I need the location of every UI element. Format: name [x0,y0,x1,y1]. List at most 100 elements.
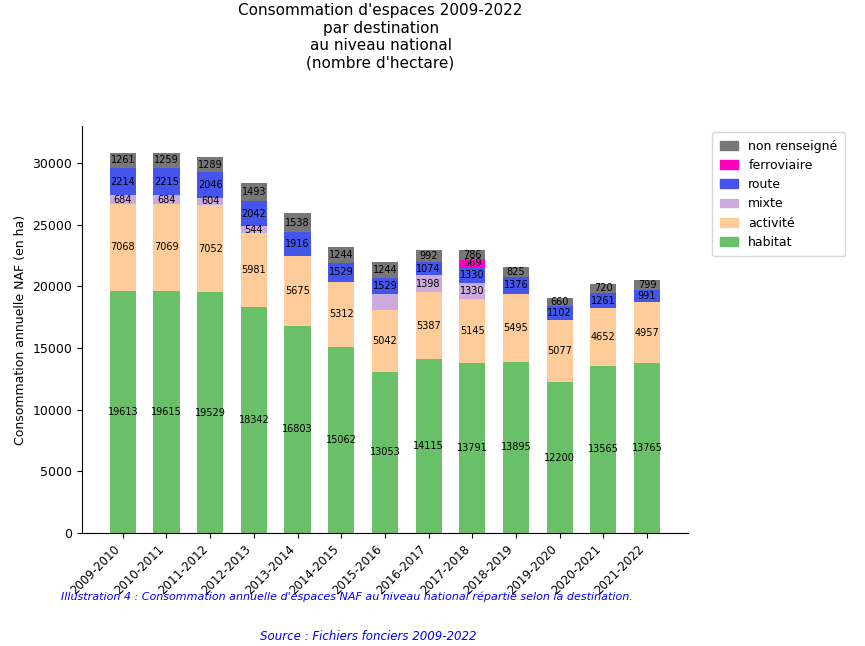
Bar [285,256,311,326]
Text: 13791: 13791 [457,443,488,453]
Text: 1261: 1261 [111,156,135,165]
Text: 1289: 1289 [198,160,222,169]
Text: 720: 720 [594,284,612,293]
Text: 7052: 7052 [198,244,222,254]
Text: 7069: 7069 [154,242,179,253]
Bar [634,280,660,290]
Bar [547,382,573,533]
Bar [459,283,485,299]
Bar [590,366,617,533]
Bar [459,250,485,260]
Bar [328,263,355,282]
Bar [240,307,267,533]
Text: 786: 786 [463,250,482,260]
Bar [415,359,442,533]
Text: 5675: 5675 [285,286,310,296]
Text: 4957: 4957 [635,328,659,338]
Text: 1538: 1538 [285,218,310,227]
Text: 1330: 1330 [460,286,484,297]
Bar [328,282,355,347]
Text: 14115: 14115 [413,441,444,451]
Bar [153,204,180,291]
Text: 544: 544 [245,225,263,234]
Bar [285,232,311,256]
Text: Source : Fichiers fonciers 2009-2022: Source : Fichiers fonciers 2009-2022 [260,630,476,643]
Bar [415,250,442,262]
Text: 604: 604 [201,196,220,207]
Text: 1244: 1244 [329,250,354,260]
Text: 569: 569 [463,258,482,268]
Text: 4652: 4652 [591,332,616,342]
Bar [590,308,617,366]
Text: 1074: 1074 [416,264,441,273]
Bar [503,277,529,294]
Text: 19613: 19613 [107,407,138,417]
Bar [240,233,267,307]
Text: 7068: 7068 [111,242,135,253]
Text: Consommation d'espaces 2009-2022
par destination
au niveau national
(nombre d'he: Consommation d'espaces 2009-2022 par des… [239,3,522,70]
Text: 5495: 5495 [503,323,529,333]
Bar [459,363,485,533]
Text: 1529: 1529 [329,267,354,277]
Bar [240,226,267,233]
Bar [110,152,136,168]
Text: 15062: 15062 [326,435,356,445]
Bar [153,291,180,533]
Bar [328,347,355,533]
Bar [590,284,617,293]
Text: 1916: 1916 [285,239,310,249]
Text: 5042: 5042 [373,336,397,346]
Text: 1259: 1259 [154,155,179,165]
Bar [110,204,136,291]
Text: 1376: 1376 [503,280,529,290]
Text: 992: 992 [420,251,438,261]
Text: 1261: 1261 [591,295,616,306]
Bar [372,278,398,294]
Bar [459,260,485,267]
Bar [590,293,617,308]
Text: 660: 660 [550,297,569,307]
Text: 1330: 1330 [460,270,484,280]
Text: 2214: 2214 [111,177,135,187]
Y-axis label: Consommation annuelle NAF (en ha): Consommation annuelle NAF (en ha) [14,214,27,444]
Text: 13565: 13565 [588,444,618,454]
Bar [110,196,136,204]
Bar [240,201,267,226]
Text: 19529: 19529 [195,408,226,417]
Bar [415,262,442,275]
Bar [372,372,398,533]
Text: 5077: 5077 [548,346,572,356]
Bar [459,299,485,363]
Text: 5145: 5145 [460,326,484,336]
Bar [372,262,398,278]
Text: 13895: 13895 [501,443,531,452]
Text: 1244: 1244 [373,265,397,275]
Bar [197,198,223,205]
Bar [634,302,660,363]
Bar [110,168,136,196]
Bar [197,172,223,198]
Text: 684: 684 [113,194,132,205]
Text: 2042: 2042 [241,209,266,219]
Text: 5981: 5981 [241,265,266,275]
Text: 2215: 2215 [154,177,179,187]
Bar [372,310,398,372]
Bar [547,320,573,382]
Bar [503,267,529,277]
Text: 991: 991 [638,291,657,301]
Bar [634,363,660,533]
Bar [415,275,442,293]
Text: 799: 799 [638,280,657,290]
Text: 16803: 16803 [282,424,313,434]
Bar [153,152,180,168]
Text: 12200: 12200 [544,453,575,463]
Bar [197,205,223,292]
Bar [197,292,223,533]
Bar [153,168,180,196]
Bar [547,298,573,306]
Text: 1102: 1102 [548,308,572,318]
Text: Illustration 4 : Consommation annuelle d'espaces NAF au niveau national répartie: Illustration 4 : Consommation annuelle d… [61,591,632,601]
Bar [503,362,529,533]
Text: 5387: 5387 [416,320,441,331]
Text: 2046: 2046 [198,180,222,190]
